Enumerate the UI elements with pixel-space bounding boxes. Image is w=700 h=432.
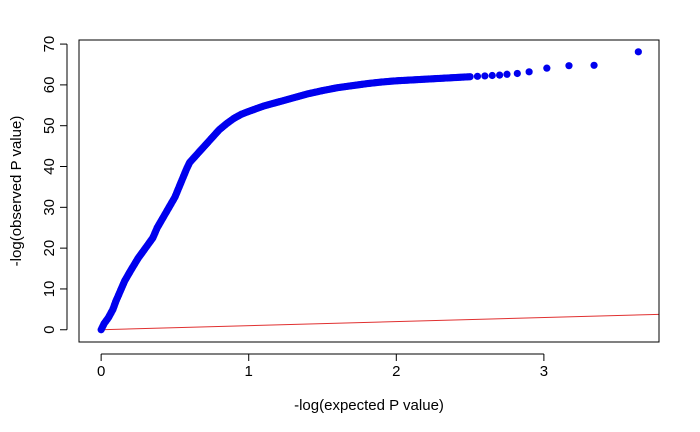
y-tick-label: 30	[41, 199, 58, 216]
x-tick-label: 1	[245, 363, 253, 380]
x-axis: 0 1 2 3	[97, 353, 548, 380]
y-axis-label: -log(observed P value)	[8, 116, 25, 267]
y-axis: 0 10 20 30 40 50 60 70	[41, 36, 68, 334]
y-tick-label: 10	[41, 281, 58, 298]
data-point	[565, 62, 573, 70]
data-point	[513, 69, 521, 78]
data-point	[590, 61, 598, 69]
y-tick-label: 60	[41, 77, 58, 94]
y-tick-label: 50	[41, 117, 58, 134]
x-axis-label: -log(expected P value)	[294, 397, 444, 414]
x-tick-label: 2	[392, 363, 400, 380]
reference-line	[101, 313, 660, 331]
data-point	[543, 64, 551, 72]
points-layer	[97, 48, 642, 334]
plot-frame	[78, 39, 660, 343]
data-point	[473, 72, 482, 80]
data-point	[466, 73, 474, 81]
y-tick-label: 70	[41, 36, 58, 53]
y-tick-label: 20	[41, 240, 58, 257]
data-point	[503, 70, 511, 78]
y-tick-label: 0	[41, 326, 58, 334]
data-point	[525, 68, 533, 76]
data-point	[496, 71, 504, 79]
y-tick-label: 40	[41, 158, 58, 175]
data-point	[481, 72, 489, 80]
reference-line-layer	[101, 313, 660, 331]
x-tick-label: 3	[540, 363, 548, 380]
data-point	[488, 71, 496, 80]
x-tick-label: 0	[97, 363, 105, 380]
data-point	[634, 48, 642, 56]
